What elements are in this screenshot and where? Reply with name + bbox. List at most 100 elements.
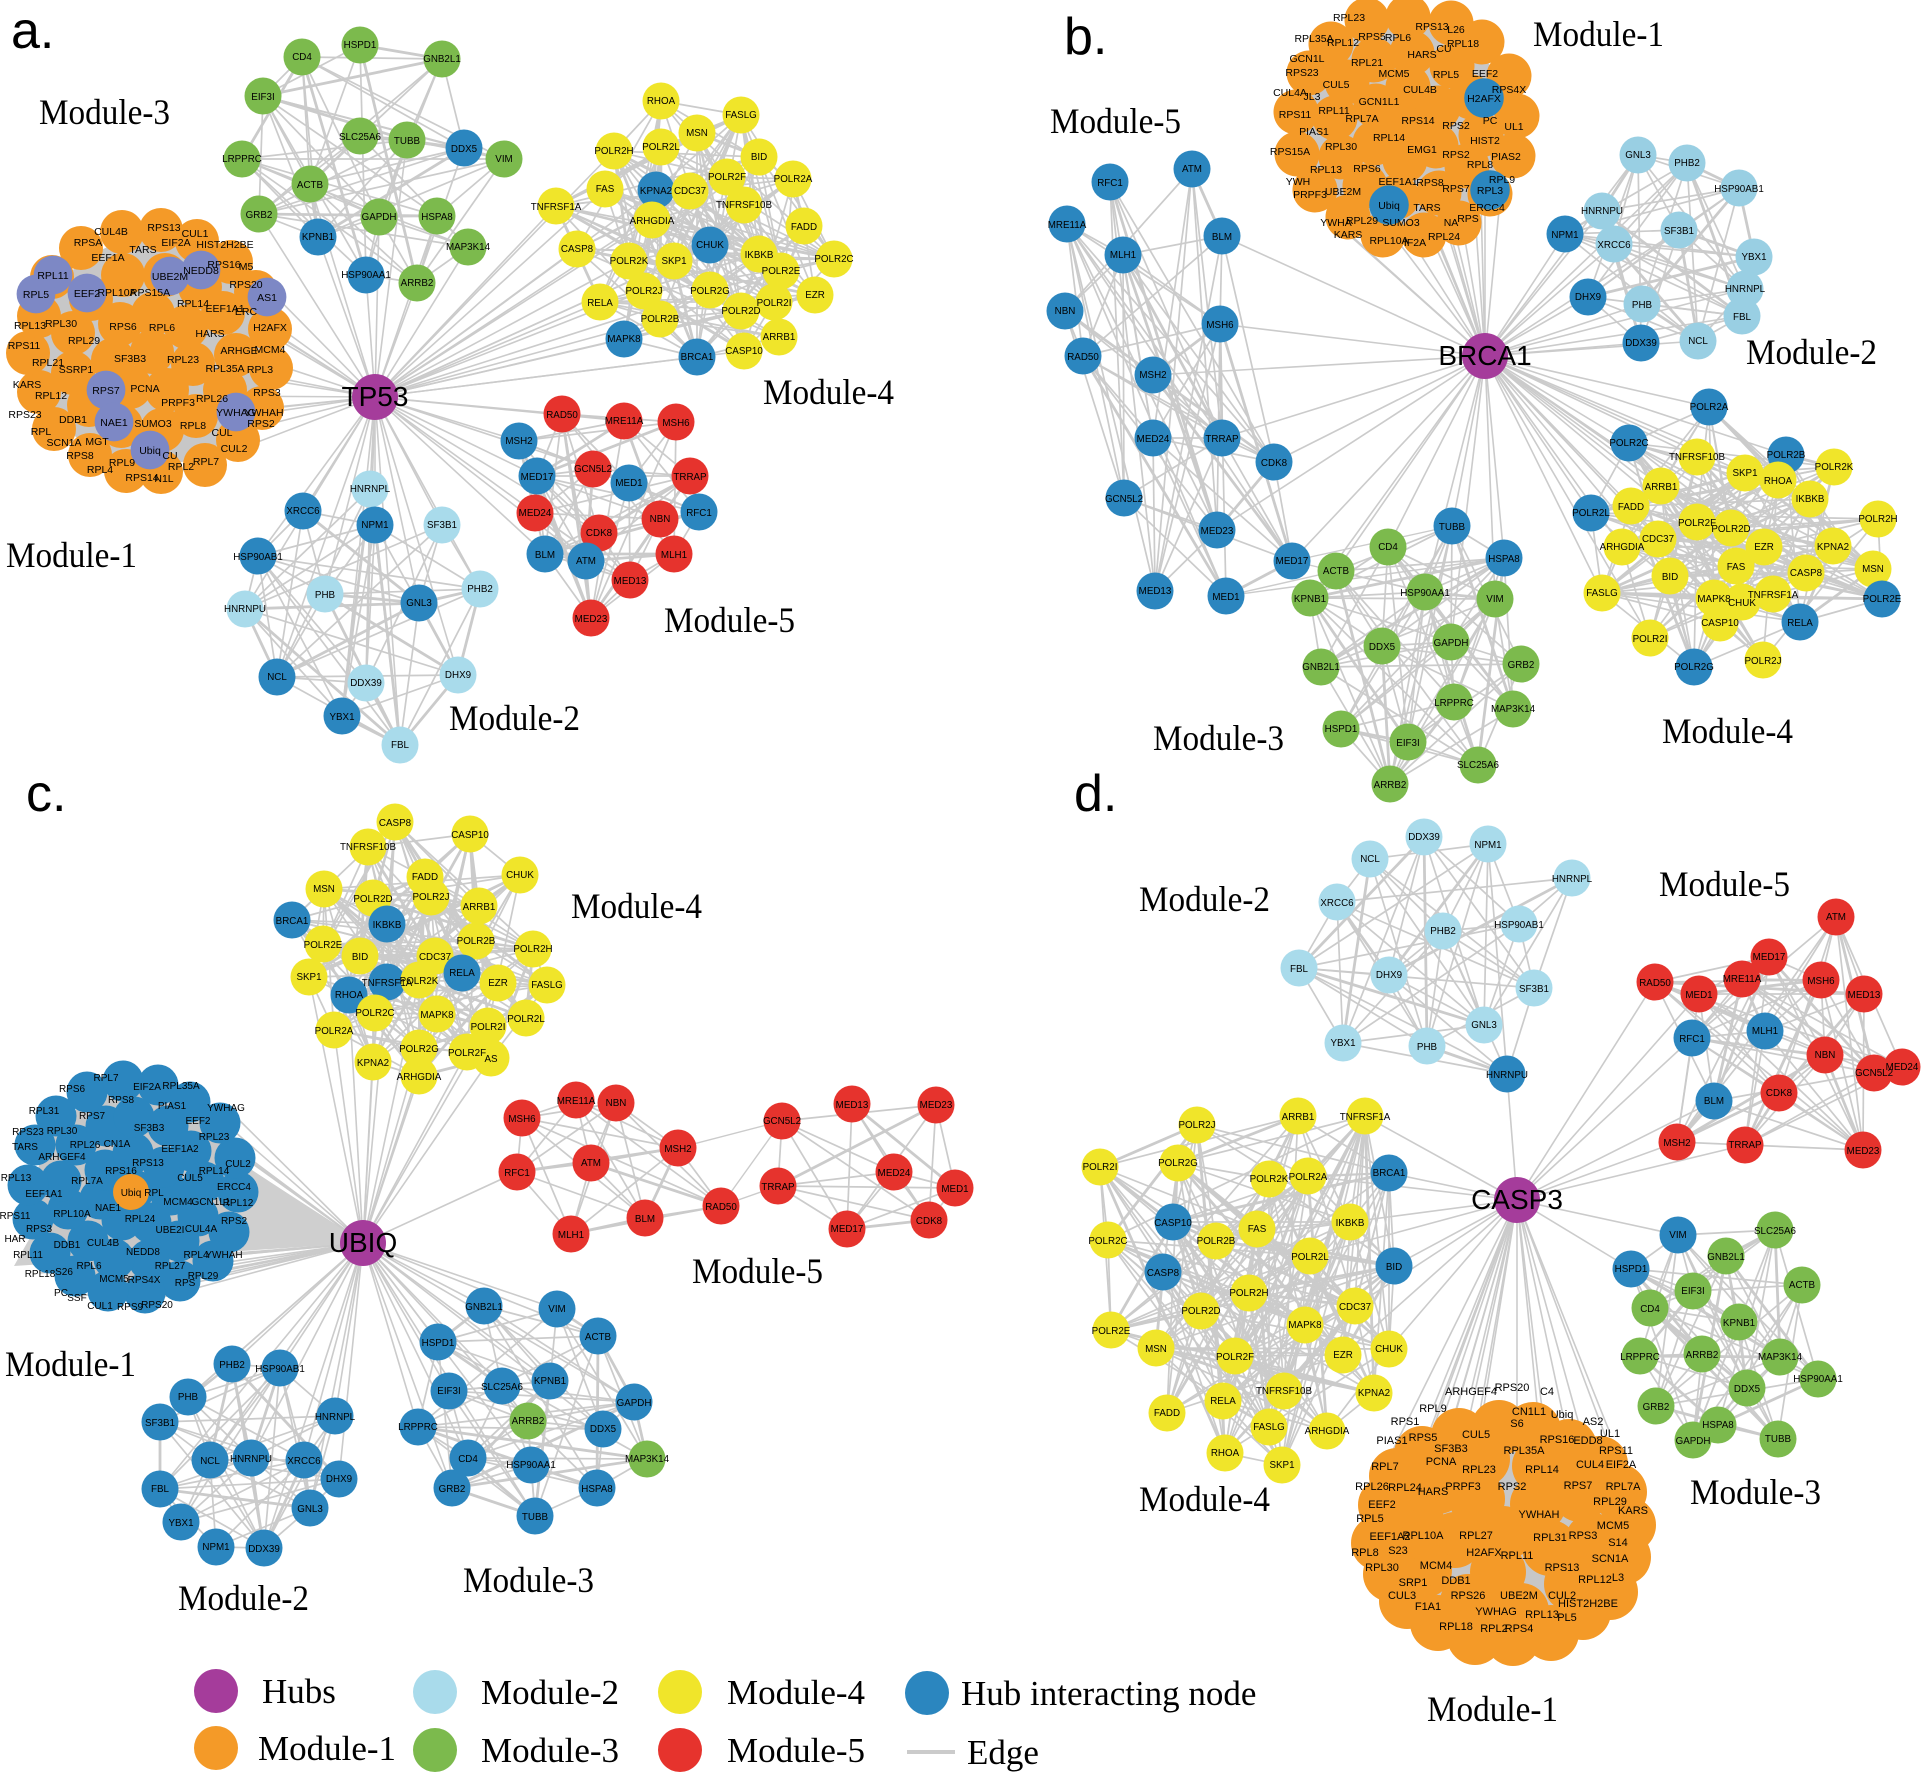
svg-text:ARHGDIA: ARHGDIA [397,1072,442,1083]
svg-text:RPS15A: RPS15A [1270,146,1310,158]
svg-text:CUL3: CUL3 [1388,1590,1416,1602]
svg-text:C4: C4 [1540,1386,1554,1398]
svg-text:RPL14: RPL14 [1525,1464,1559,1476]
svg-text:GCN1L1: GCN1L1 [192,1197,231,1208]
svg-text:NPM1: NPM1 [1551,230,1578,241]
svg-text:MCM5: MCM5 [99,1274,129,1285]
svg-text:EZR: EZR [1754,542,1774,553]
svg-text:DHX9: DHX9 [326,1474,352,1485]
svg-text:TNFRSF10B: TNFRSF10B [1669,452,1726,463]
svg-text:Module-4: Module-4 [763,372,894,412]
svg-text:HSPD1: HSPD1 [344,40,377,51]
svg-text:RPL5: RPL5 [1356,1513,1384,1525]
svg-text:SUMO3: SUMO3 [134,418,172,430]
svg-text:RPL23: RPL23 [167,354,199,366]
svg-text:DDX39: DDX39 [350,678,382,689]
svg-text:CASP3: CASP3 [1471,1184,1563,1215]
svg-text:KPNB1: KPNB1 [302,232,334,243]
svg-text:NCL: NCL [267,672,287,683]
svg-text:NEDD8: NEDD8 [183,265,219,277]
svg-text:SRP1: SRP1 [1399,1577,1428,1589]
svg-text:RFC1: RFC1 [686,508,712,519]
svg-text:RPL4: RPL4 [183,1250,208,1261]
svg-text:RPS6: RPS6 [59,1084,86,1095]
svg-text:UL1: UL1 [1504,121,1523,133]
svg-text:BRCA1: BRCA1 [1438,340,1531,371]
svg-text:S6: S6 [1510,1418,1523,1430]
svg-text:RPS11: RPS11 [1599,1445,1633,1457]
svg-text:PIAS1: PIAS1 [1376,1435,1407,1447]
svg-text:HSP90AB1: HSP90AB1 [233,552,283,563]
svg-text:H2AFX: H2AFX [1467,93,1501,105]
svg-text:NAE1: NAE1 [95,1203,122,1214]
svg-text:GCN5L2: GCN5L2 [574,464,612,475]
svg-text:PIAS1: PIAS1 [158,1101,187,1112]
svg-text:POLR2E: POLR2E [304,940,343,951]
svg-text:EIF2A: EIF2A [161,237,190,249]
svg-text:CUL5: CUL5 [1462,1429,1490,1441]
svg-text:RPL10A: RPL10A [97,287,136,299]
svg-text:MED23: MED23 [1847,1146,1880,1157]
svg-text:HNRNPU: HNRNPU [1581,206,1623,217]
svg-text:YWHAG: YWHAG [1475,1606,1517,1618]
svg-text:GRB2: GRB2 [439,1484,466,1495]
svg-text:RPL11: RPL11 [37,270,68,282]
svg-text:VIM: VIM [1486,594,1503,605]
svg-text:EZR: EZR [1333,1350,1353,1361]
svg-text:MED1: MED1 [1212,592,1239,603]
svg-text:POLR2D: POLR2D [353,894,392,905]
svg-text:EEF1A1: EEF1A1 [25,1189,63,1200]
svg-text:SUMO3: SUMO3 [1382,217,1420,229]
svg-text:L3: L3 [1612,1572,1624,1584]
svg-text:SCN1A: SCN1A [46,437,81,449]
svg-text:RPL29: RPL29 [68,335,100,347]
svg-text:TNFRSF1A: TNFRSF1A [531,202,582,213]
svg-text:RPS7: RPS7 [92,385,120,397]
svg-text:KARS: KARS [1334,229,1363,241]
svg-text:RPL6: RPL6 [1385,32,1411,44]
svg-text:RHOA: RHOA [335,990,364,1001]
svg-text:EEF2: EEF2 [74,288,100,300]
svg-text:N1L: N1L [154,473,173,485]
svg-text:Ubiq: Ubiq [1378,200,1400,212]
svg-text:MED23: MED23 [575,614,608,625]
svg-text:LRPPRC: LRPPRC [1620,1352,1660,1363]
svg-text:RPL27: RPL27 [155,1261,186,1272]
svg-text:CASP8: CASP8 [561,244,594,255]
svg-text:ARRB1: ARRB1 [1282,1112,1315,1123]
svg-text:RPS8: RPS8 [108,1095,135,1106]
svg-text:MSH2: MSH2 [664,1144,691,1155]
svg-text:Hub interacting node: Hub interacting node [961,1674,1256,1713]
svg-text:ARRB1: ARRB1 [1645,482,1678,493]
svg-text:Module-4: Module-4 [727,1673,865,1712]
svg-text:RPL29: RPL29 [1593,1496,1627,1508]
svg-text:SF3B3: SF3B3 [1434,1443,1468,1455]
svg-text:CUL1: CUL1 [182,228,209,240]
svg-text:PC: PC [54,1288,68,1299]
svg-text:YBX1: YBX1 [168,1518,193,1529]
svg-text:HARS: HARS [1418,1486,1449,1498]
svg-text:PHB2: PHB2 [219,1360,245,1371]
svg-text:UBIQ: UBIQ [329,1227,397,1258]
svg-text:NPM1: NPM1 [202,1542,229,1553]
svg-text:POLR2K: POLR2K [1250,1174,1289,1185]
svg-text:RPSA: RPSA [74,237,103,249]
svg-text:RPL10A: RPL10A [53,1209,91,1220]
svg-text:S14: S14 [1608,1537,1628,1549]
svg-text:POLR2C: POLR2C [814,254,853,265]
svg-text:RPS13: RPS13 [1545,1562,1580,1574]
svg-text:LRPPRC: LRPPRC [1434,698,1474,709]
svg-text:YBX1: YBX1 [1741,252,1766,263]
svg-text:FAS: FAS [1727,562,1746,573]
svg-text:POLR2F: POLR2F [1216,1352,1254,1363]
svg-text:CUL: CUL [211,427,232,439]
svg-text:CD4: CD4 [1378,542,1398,553]
svg-text:RPS23: RPS23 [8,409,41,421]
svg-text:c.: c. [26,765,66,823]
svg-text:KPNA2: KPNA2 [640,186,672,197]
svg-text:XRCC6: XRCC6 [1320,898,1354,909]
svg-text:NCL: NCL [1688,336,1708,347]
svg-text:MED24: MED24 [519,508,552,519]
svg-text:GRB2: GRB2 [246,210,273,221]
svg-text:RPS13: RPS13 [147,222,180,234]
